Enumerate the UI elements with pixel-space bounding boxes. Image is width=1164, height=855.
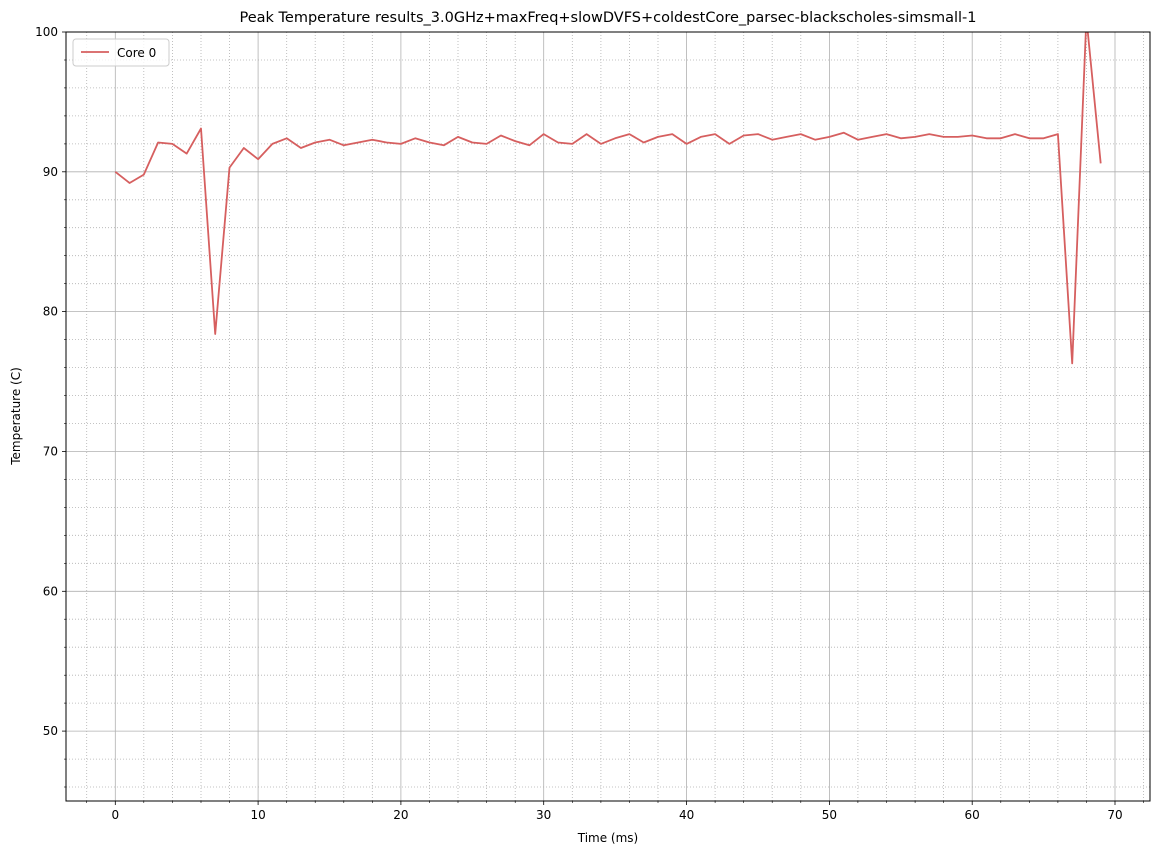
- minor-grid: [66, 32, 1150, 801]
- legend-label-core-0: Core 0: [117, 46, 156, 60]
- series-layer: [114, 32, 1102, 365]
- plot-frame: [65, 31, 1151, 802]
- x-axis-label: Time (ms): [577, 831, 639, 845]
- x-tick-label: 30: [536, 808, 551, 822]
- x-tick-label: 60: [965, 808, 980, 822]
- x-tick-label: 70: [1107, 808, 1122, 822]
- y-tick-label: 90: [43, 165, 58, 179]
- x-tick-label: 50: [822, 808, 837, 822]
- y-tick-label: 80: [43, 305, 58, 319]
- plot-area: [66, 32, 1150, 801]
- x-tick-label: 10: [250, 808, 265, 822]
- chart-title: Peak Temperature results_3.0GHz+maxFreq+…: [239, 10, 976, 26]
- y-axis: 50 60 70 80 90 100: [35, 25, 66, 788]
- y-tick-label: 50: [43, 724, 58, 738]
- y-tick-label: 70: [43, 445, 58, 459]
- y-tick-label: 60: [43, 584, 58, 598]
- series-line-core-0: [114, 32, 1102, 365]
- y-tick-label: 100: [35, 25, 58, 39]
- x-tick-label: 0: [111, 808, 119, 822]
- x-axis: 0 10 20 30 40 50 60 70: [86, 801, 1144, 822]
- legend-box: [72, 38, 170, 67]
- x-tick-label: 40: [679, 808, 694, 822]
- x-tick-label: 20: [393, 808, 408, 822]
- legend: Core 0: [72, 38, 170, 67]
- y-axis-label: Temperature (C): [9, 367, 23, 466]
